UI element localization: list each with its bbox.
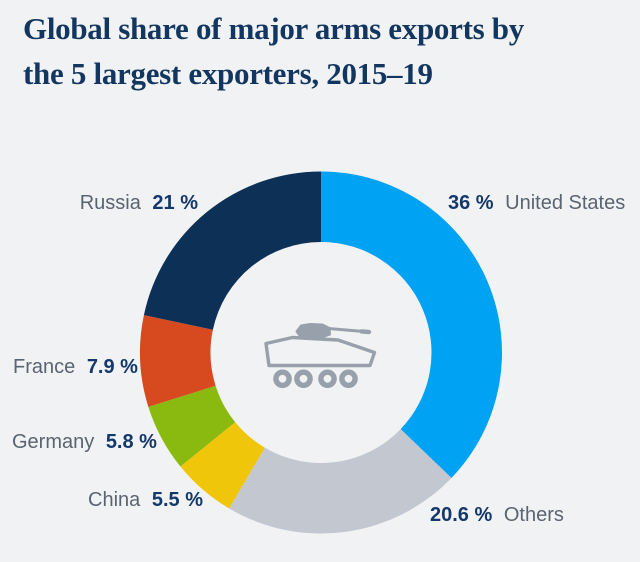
others-value: 20.6 %	[430, 504, 493, 526]
tank-wheel-1	[273, 369, 292, 389]
chart-title-line1: Global share of major arms exports by	[23, 11, 524, 46]
tank-wheel-3	[318, 369, 337, 389]
donut-segment-china	[180, 422, 265, 509]
united-states-value: 36 %	[448, 192, 494, 214]
donut-segment-germany	[148, 385, 236, 467]
label-france: France 7.9 %	[13, 357, 138, 377]
france-value: 7.9 %	[86, 356, 138, 378]
tank-turret	[295, 323, 331, 339]
donut-segment-united-states	[321, 171, 502, 478]
label-russia: Russia 21 %	[80, 193, 198, 213]
label-china: China 5.5 %	[88, 490, 203, 510]
label-others: 20.6 % Others	[430, 505, 564, 525]
germany-name: Germany	[12, 431, 95, 453]
chart-title-line2: the 5 largest exporters, 2015–19	[23, 56, 433, 91]
label-united-states: 36 % United States	[448, 193, 625, 213]
tank-wheel-2	[294, 369, 313, 389]
tank-hull	[264, 335, 377, 368]
tank-wheel-4	[339, 369, 358, 389]
others-name: Others	[503, 504, 564, 526]
china-value: 5.5 %	[151, 489, 203, 511]
germany-value: 5.8 %	[105, 431, 157, 453]
united-states-name: United States	[505, 192, 626, 214]
armored-vehicle-icon	[264, 323, 377, 389]
donut-segment-others	[229, 429, 452, 534]
china-name: China	[88, 489, 141, 511]
donut-segments	[139, 171, 502, 534]
label-germany: Germany 5.8 %	[12, 432, 157, 452]
russia-name: Russia	[79, 192, 141, 214]
donut-segment-france	[139, 315, 216, 407]
russia-value: 21 %	[152, 192, 198, 214]
chart-title: Global share of major arms exports by th…	[23, 6, 524, 96]
donut-segment-russia	[143, 171, 321, 330]
tank-muzzle	[359, 329, 372, 335]
france-name: France	[13, 356, 76, 378]
